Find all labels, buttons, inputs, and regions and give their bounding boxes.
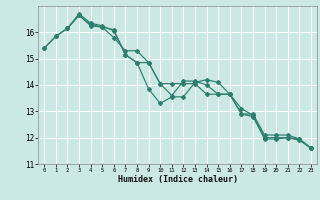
X-axis label: Humidex (Indice chaleur): Humidex (Indice chaleur) — [118, 175, 238, 184]
